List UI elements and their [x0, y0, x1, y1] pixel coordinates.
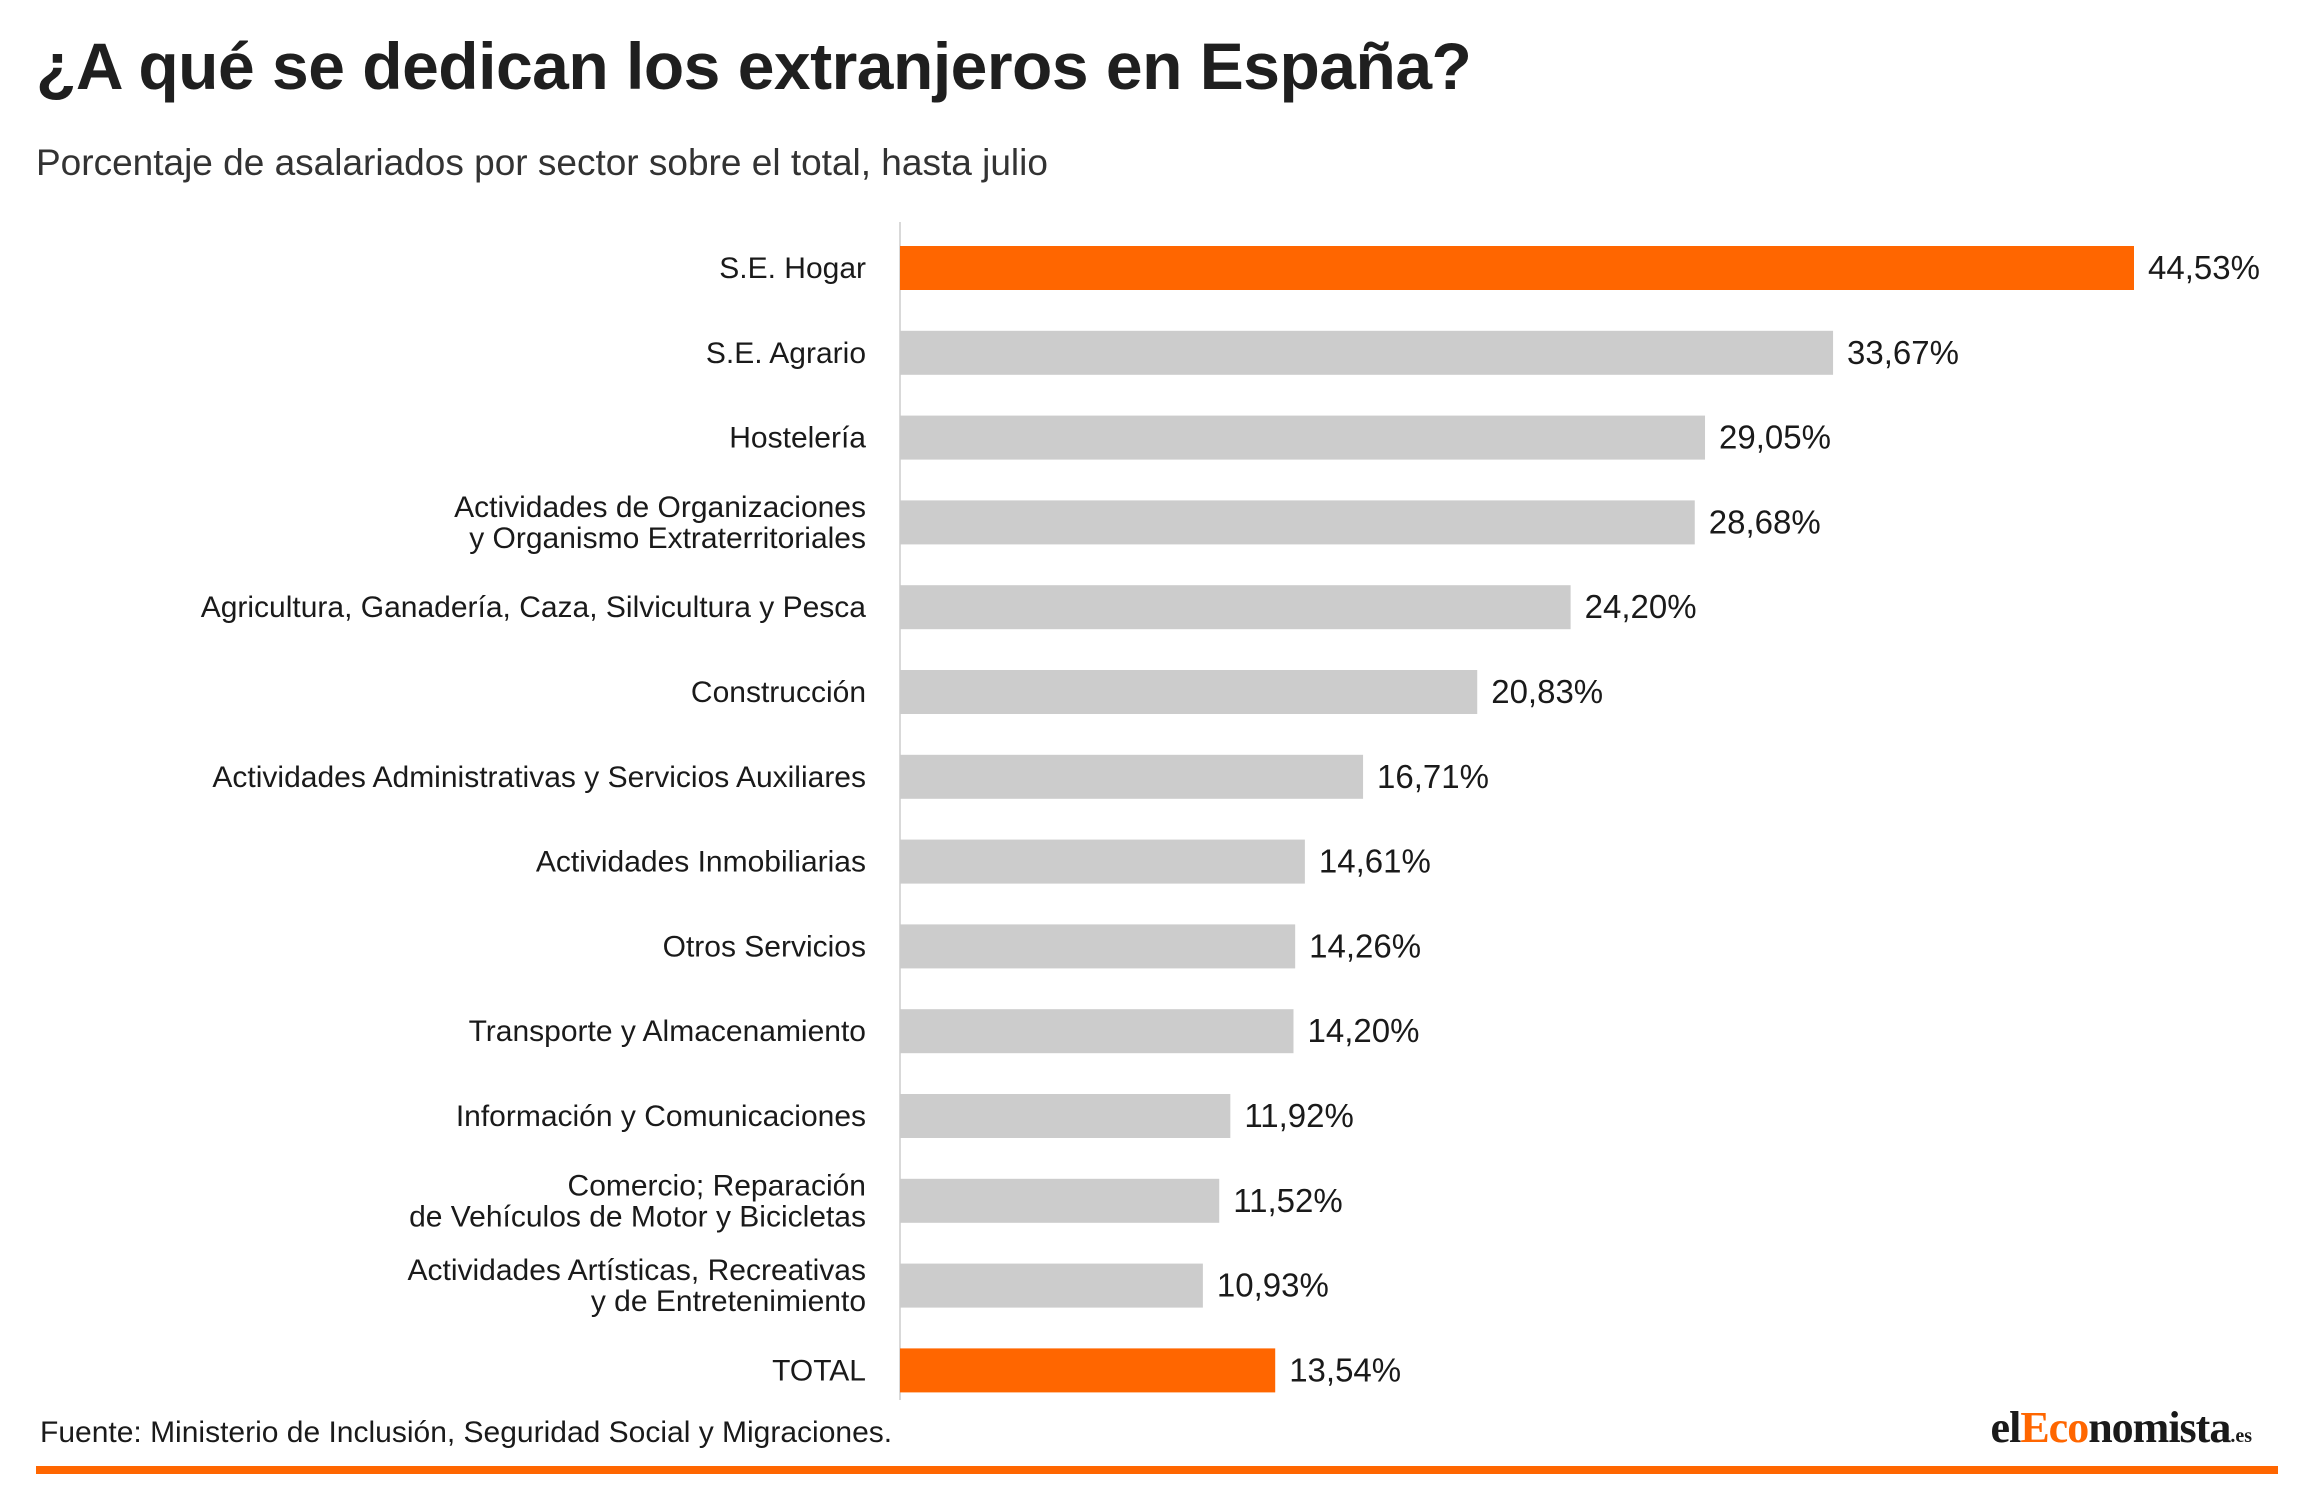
value-label-13: 13,54%	[1289, 1351, 1401, 1388]
bar-13	[900, 1348, 1276, 1393]
category-label-3-line-1: y Organismo Extraterritoriales	[469, 522, 866, 555]
logo-rest: nomista	[2088, 1403, 2231, 1452]
category-label-4: Agricultura, Ganadería, Caza, Silvicultu…	[201, 591, 867, 624]
value-label-12: 10,93%	[1217, 1267, 1329, 1304]
category-label-9: Transporte y Almacenamiento	[469, 1015, 866, 1048]
bar-11	[900, 1178, 1220, 1223]
category-label-11-line-0: Comercio; Reparación	[568, 1169, 866, 1202]
category-label-0: S.E. Hogar	[719, 252, 866, 285]
category-label-5: Construcción	[691, 676, 866, 709]
bar-chart: S.E. Hogar S.E. Agrario Hostelería Activida…	[201, 222, 2260, 1400]
footer-rule	[36, 1466, 2278, 1474]
bar-0	[900, 246, 2134, 290]
value-label-6: 16,71%	[1377, 758, 1489, 795]
logo-tld: .es	[2230, 1425, 2252, 1447]
value-label-11: 11,52%	[1233, 1182, 1342, 1219]
category-label-1: S.E. Agrario	[706, 337, 866, 370]
category-label-12-line-0: Actividades Artísticas, Recreativas	[407, 1254, 866, 1287]
category-label-8: Otros Servicios	[663, 930, 866, 963]
bar-3	[900, 500, 1695, 545]
logo-prefix: el	[1990, 1403, 2022, 1452]
value-label-10: 11,92%	[1244, 1097, 1353, 1134]
value-label-4: 24,20%	[1585, 588, 1697, 625]
value-label-8: 14,26%	[1309, 927, 1421, 964]
value-labels-group: 44,53% 33,67% 29,05% 28,68% 24,20% 20,83% 16,7…	[1217, 249, 2260, 1388]
bar-5	[900, 670, 1478, 714]
bar-12	[900, 1263, 1203, 1308]
value-label-9: 14,20%	[1308, 1012, 1420, 1049]
category-label-3-line-0: Actividades de Organizaciones	[454, 491, 866, 524]
bar-7	[900, 839, 1305, 884]
chart-subtitle: Porcentaje de asalariados por sector sob…	[36, 142, 1048, 183]
category-label-2: Hostelería	[729, 422, 866, 455]
category-labels-group: S.E. Hogar S.E. Agrario Hostelería Activida…	[201, 252, 867, 1387]
category-label-6: Actividades Administrativas y Servicios …	[212, 761, 866, 794]
value-label-1: 33,67%	[1847, 334, 1959, 371]
category-label-7: Actividades Inmobiliarias	[536, 846, 866, 879]
eleconomista-logo: elEconomista.es	[1991, 1402, 2252, 1453]
logo-accent: Eco	[2020, 1403, 2089, 1452]
value-label-7: 14,61%	[1319, 843, 1431, 880]
bar-10	[900, 1094, 1231, 1138]
category-label-12-line-1: y de Entretenimiento	[591, 1285, 866, 1318]
chart-title: ¿A qué se dedican los extranjeros en Esp…	[36, 29, 1472, 103]
value-label-5: 20,83%	[1491, 673, 1603, 710]
bar-9	[900, 1009, 1294, 1054]
bars-group	[900, 246, 2134, 1393]
value-label-3: 28,68%	[1709, 503, 1821, 540]
bar-1	[900, 330, 1834, 375]
value-label-2: 29,05%	[1719, 419, 1831, 456]
bar-2	[900, 415, 1706, 460]
category-label-11-line-1: de Vehículos de Motor y Bicicletas	[409, 1200, 866, 1233]
value-label-0: 44,53%	[2148, 249, 2260, 286]
category-label-10: Información y Comunicaciones	[456, 1100, 866, 1133]
bar-8	[900, 924, 1296, 969]
source-note: Fuente: Ministerio de Inclusión, Segurid…	[40, 1416, 893, 1449]
category-label-13: TOTAL	[772, 1354, 866, 1387]
bar-4	[900, 585, 1571, 630]
bar-6	[900, 754, 1364, 799]
